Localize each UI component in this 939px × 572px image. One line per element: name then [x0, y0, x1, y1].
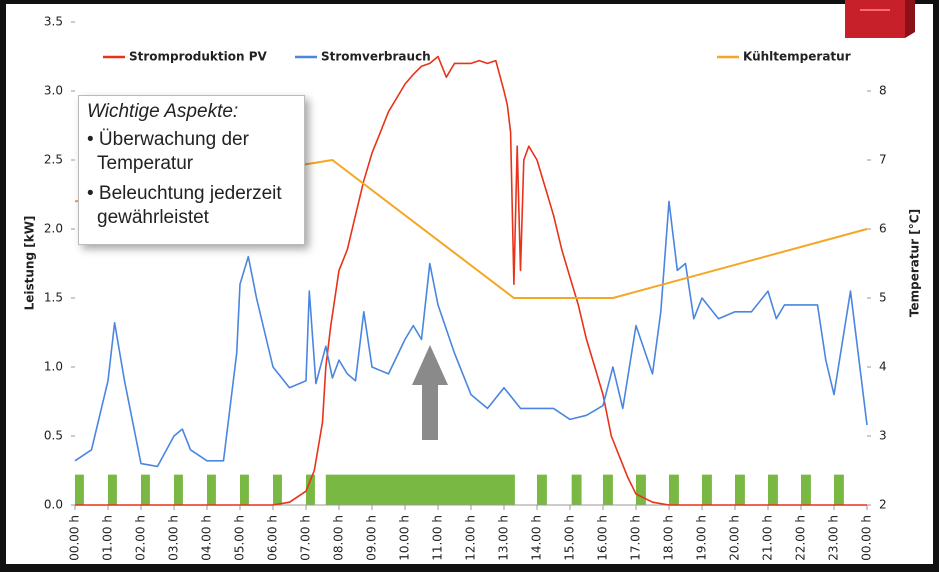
y-tick-label: 2.0 [44, 222, 63, 236]
y2-tick-label: 6 [879, 222, 887, 236]
y2-tick-label: 7 [879, 153, 887, 167]
x-tick-label: 21.00 h [761, 515, 775, 561]
x-tick-label: 01.00 h [101, 515, 115, 561]
y-tick-label: 3.0 [44, 84, 63, 98]
cube-icon [845, 0, 915, 38]
x-tick-label: 14.00 h [530, 515, 544, 561]
x-tick-label: 16.00 h [596, 515, 610, 561]
annotation-bullet: • Beleuchtung jederzeit gewährleistet [87, 183, 282, 228]
x-tick-label: 05.00 h [233, 515, 247, 561]
x-tick-label: 20.00 h [728, 515, 742, 561]
annotation-box: Wichtige Aspekte: • Überwachung der Temp… [78, 95, 305, 245]
lighting-bar [207, 474, 216, 505]
x-tick-label: 04.00 h [200, 515, 214, 561]
x-tick-label: 03.00 h [167, 515, 181, 561]
y-tick-label: 1.0 [44, 360, 63, 374]
x-tick-label: 12.00 h [464, 515, 478, 561]
x-tick-label: 19.00 h [695, 515, 709, 561]
x-tick-label: 11.00 h [431, 515, 445, 561]
legend-label: Kühltemperatur [743, 50, 851, 64]
y2-tick-label: 8 [879, 84, 887, 98]
x-tick-label: 08.00 h [332, 515, 346, 561]
lighting-bar [75, 474, 84, 505]
y2-tick-label: 5 [879, 291, 887, 305]
y2-tick-label: 4 [879, 360, 887, 374]
x-tick-label: 07.00 h [299, 515, 313, 561]
y-tick-label: 0.5 [44, 429, 63, 443]
y2-tick-label: 2 [879, 498, 887, 512]
lighting-bar [702, 474, 712, 505]
y2-tick-label: 3 [879, 429, 887, 443]
annotation-heading: Wichtige Aspekte: [87, 101, 239, 122]
x-tick-label: 17.00 h [629, 515, 643, 561]
lighting-bar [273, 474, 282, 505]
x-tick-label: 22.00 h [794, 515, 808, 561]
x-tick-label: 23.00 h [827, 515, 841, 561]
x-tick-label: 10.00 h [398, 515, 412, 561]
lighting-bar [735, 474, 745, 505]
y-tick-label: 2.5 [44, 153, 63, 167]
x-tick-label: 00.00 h [68, 515, 82, 561]
x-tick-label: 13.00 h [497, 515, 511, 561]
x-tick-label: 15.00 h [563, 515, 577, 561]
lighting-bar [141, 474, 150, 505]
lighting-bar [603, 474, 613, 505]
lighting-bar [768, 474, 778, 505]
annotation-bullet: • Überwachung der Temperatur [87, 129, 249, 174]
lighting-bar [636, 474, 646, 505]
x-tick-label: 06.00 h [266, 515, 280, 561]
lighting-bar [325, 474, 515, 505]
lighting-bar [240, 474, 249, 505]
lighting-bar [834, 474, 844, 505]
y2-axis-label: Temperatur [°C] [908, 209, 922, 317]
y-tick-label: 0.0 [44, 498, 63, 512]
lighting-bar [669, 474, 679, 505]
lighting-bar [108, 474, 117, 505]
series-line [75, 55, 867, 506]
arrow [412, 345, 448, 440]
y-tick-label: 1.5 [44, 291, 63, 305]
lighting-bar [306, 474, 315, 505]
lighting-bar [801, 474, 811, 505]
x-tick-label: 02.00 h [134, 515, 148, 561]
legend-label: Stromproduktion PV [129, 50, 268, 64]
x-tick-label: 09.00 h [365, 515, 379, 561]
legend-label: Stromverbrauch [321, 50, 431, 64]
x-tick-label: 00.00 h [860, 515, 874, 561]
lighting-bar [174, 474, 183, 505]
y-axis-label: Leistung [kW] [23, 216, 37, 311]
lighting-bar [537, 474, 547, 505]
series-line [74, 200, 868, 468]
x-tick-label: 18.00 h [662, 515, 676, 561]
lighting-bar [571, 474, 582, 505]
y-tick-label: 3.5 [44, 15, 63, 29]
